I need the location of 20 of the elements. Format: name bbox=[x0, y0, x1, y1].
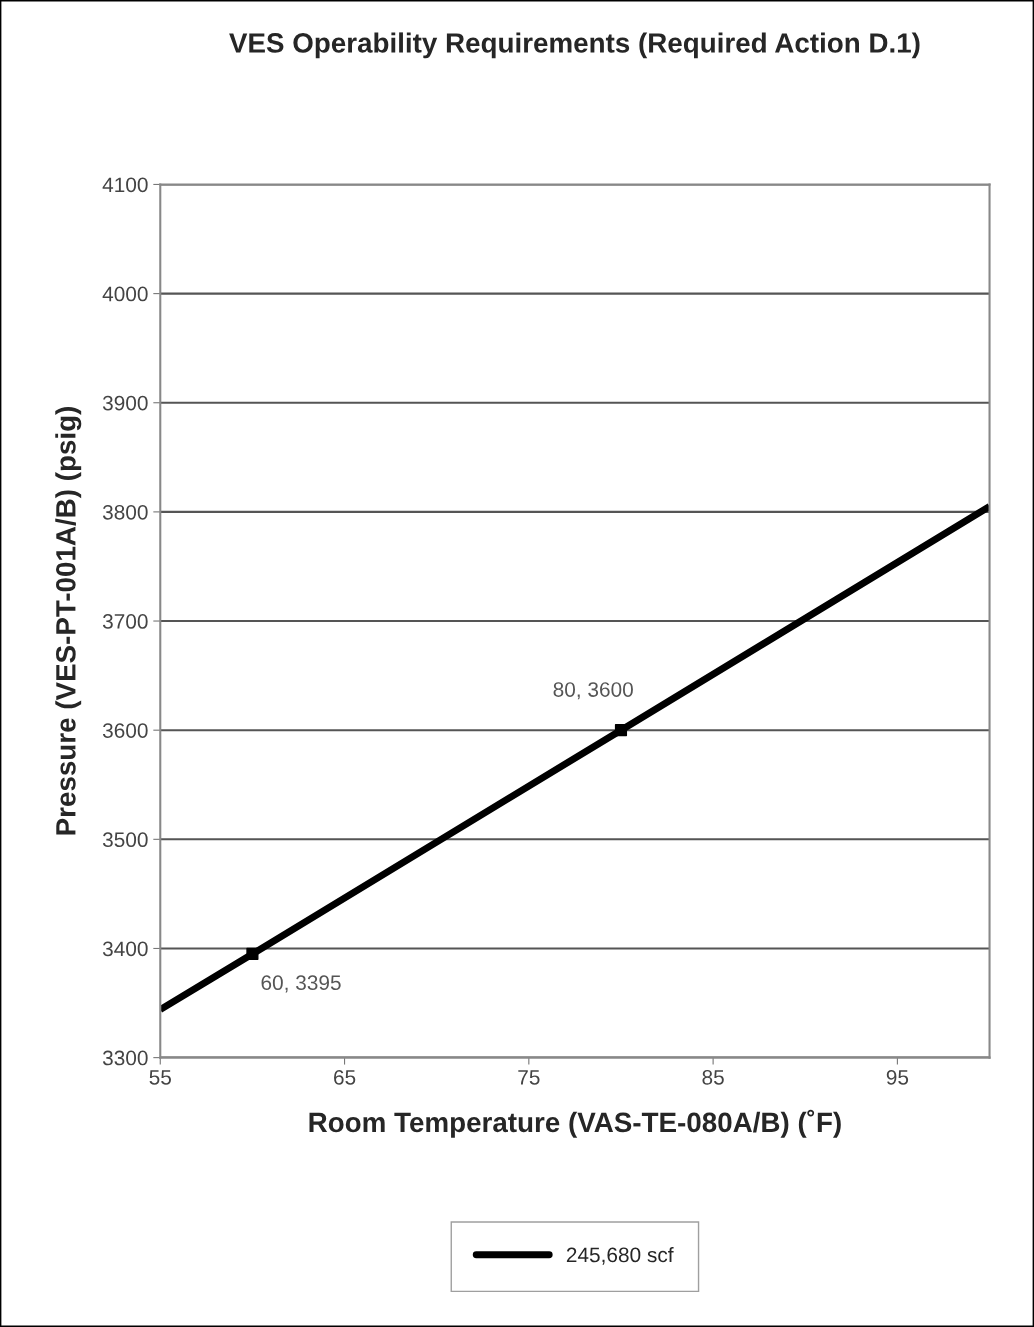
y-tick-label: 3800 bbox=[102, 504, 148, 520]
x-tick-label: 95 bbox=[886, 1069, 909, 1085]
y-tick-label: 3400 bbox=[102, 941, 148, 957]
y-tick-label: 3600 bbox=[102, 723, 148, 738]
legend-label: 245,680 scf bbox=[566, 1246, 674, 1265]
chart-title: VES Operability Requirements (Required Action D.1) bbox=[229, 32, 920, 59]
y-tick-label: 3300 bbox=[102, 1050, 148, 1066]
y-tick-label: 3700 bbox=[102, 614, 148, 629]
y-tick-label: 3900 bbox=[102, 395, 148, 411]
x-tick-label: 65 bbox=[334, 1069, 356, 1085]
x-tick-label: 55 bbox=[149, 1070, 171, 1085]
y-tick-label: 4100 bbox=[102, 177, 148, 193]
y-axis-title: Pressure (VES-PT-001A/B) (psig) bbox=[55, 407, 82, 835]
annotation: 60, 3395 bbox=[261, 975, 341, 993]
y-tick-label: 4000 bbox=[102, 286, 148, 302]
x-axis-title: Room Temperature (VAS-TE-080A/B) (˚F) bbox=[309, 1109, 841, 1138]
annotation: 80, 3600 bbox=[553, 682, 633, 700]
y-tick-label: 3500 bbox=[102, 832, 148, 848]
x-tick-label: 75 bbox=[518, 1070, 540, 1085]
x-tick-label: 85 bbox=[702, 1069, 724, 1085]
